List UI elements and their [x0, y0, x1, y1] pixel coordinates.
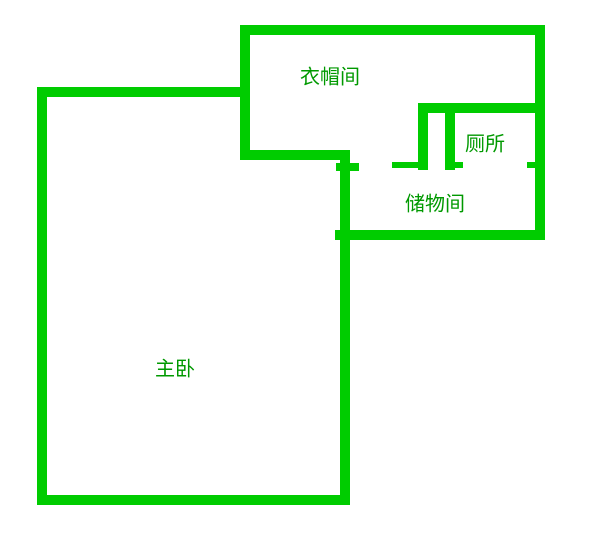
room-label-closet: 衣帽间 [300, 65, 360, 88]
room-label-storage: 储物间 [405, 192, 465, 215]
walls [42, 30, 540, 500]
floor-plan: 衣帽间厕所储物间主卧 [0, 0, 598, 535]
room-label-toilet: 厕所 [465, 132, 505, 155]
room-label-master: 主卧 [155, 357, 195, 380]
